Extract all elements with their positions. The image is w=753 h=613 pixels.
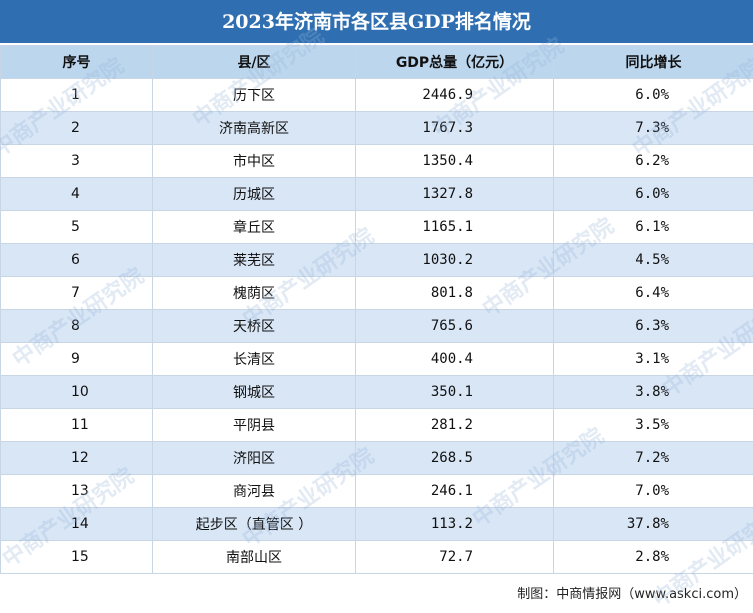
table-cell: 6.4% [554,277,753,310]
table-cell: 3 [1,145,153,178]
table-cell: 246.1 [356,475,554,508]
table-cell: 6.2% [554,145,753,178]
table-cell: 1350.4 [356,145,554,178]
table-cell: 281.2 [356,409,554,442]
table-cell: 10 [1,376,153,409]
table-cell: 1767.3 [356,112,554,145]
table-cell: 7 [1,277,153,310]
table-cell: 1165.1 [356,211,554,244]
table-cell: 钢城区 [153,376,356,409]
table-cell: 3.5% [554,409,753,442]
table-cell: 起步区（直管区 ） [153,508,356,541]
table-cell: 72.7 [356,541,554,574]
table-cell: 天桥区 [153,310,356,343]
table-cell: 1327.8 [356,178,554,211]
table-cell: 平阴县 [153,409,356,442]
table-cell: 4 [1,178,153,211]
header-cell: 序号 [1,46,153,79]
header-cell: 县/区 [153,46,356,79]
table-cell: 9 [1,343,153,376]
table-cell: 莱芜区 [153,244,356,277]
table-cell: 章丘区 [153,211,356,244]
table-cell: 113.2 [356,508,554,541]
table-cell: 4.5% [554,244,753,277]
table-cell: 南部山区 [153,541,356,574]
table-cell: 7.0% [554,475,753,508]
table-cell: 历城区 [153,178,356,211]
header-cell: GDP总量（亿元） [356,46,554,79]
table-cell: 商河县 [153,475,356,508]
table-title: 2023年济南市各区县GDP排名情况 [0,0,753,45]
table-cell: 6 [1,244,153,277]
table-cell: 2446.9 [356,79,554,112]
table-cell: 6.3% [554,310,753,343]
table-cell: 3.8% [554,376,753,409]
table-cell: 11 [1,409,153,442]
table-cell: 13 [1,475,153,508]
table-cell: 37.8% [554,508,753,541]
table-cell: 1030.2 [356,244,554,277]
footer-note: 制图：中商情报网（www.askci.com） [517,583,747,602]
table-cell: 市中区 [153,145,356,178]
table-cell: 2 [1,112,153,145]
table-cell: 长清区 [153,343,356,376]
table-cell: 6.0% [554,79,753,112]
table-cell: 1 [1,79,153,112]
table-cell: 801.8 [356,277,554,310]
table-cell: 765.6 [356,310,554,343]
table-cell: 济南高新区 [153,112,356,145]
table-cell: 12 [1,442,153,475]
header-cell: 同比增长 [554,46,753,79]
table-cell: 6.0% [554,178,753,211]
table-cell: 历下区 [153,79,356,112]
table-cell: 7.2% [554,442,753,475]
table-cell: 6.1% [554,211,753,244]
table-cell: 济阳区 [153,442,356,475]
table-cell: 槐荫区 [153,277,356,310]
table-cell: 8 [1,310,153,343]
table-cell: 7.3% [554,112,753,145]
table-cell: 400.4 [356,343,554,376]
table-cell: 15 [1,541,153,574]
table-cell: 3.1% [554,343,753,376]
table-cell: 14 [1,508,153,541]
table-cell: 268.5 [356,442,554,475]
table-cell: 2.8% [554,541,753,574]
table-cell: 350.1 [356,376,554,409]
table-cell: 5 [1,211,153,244]
